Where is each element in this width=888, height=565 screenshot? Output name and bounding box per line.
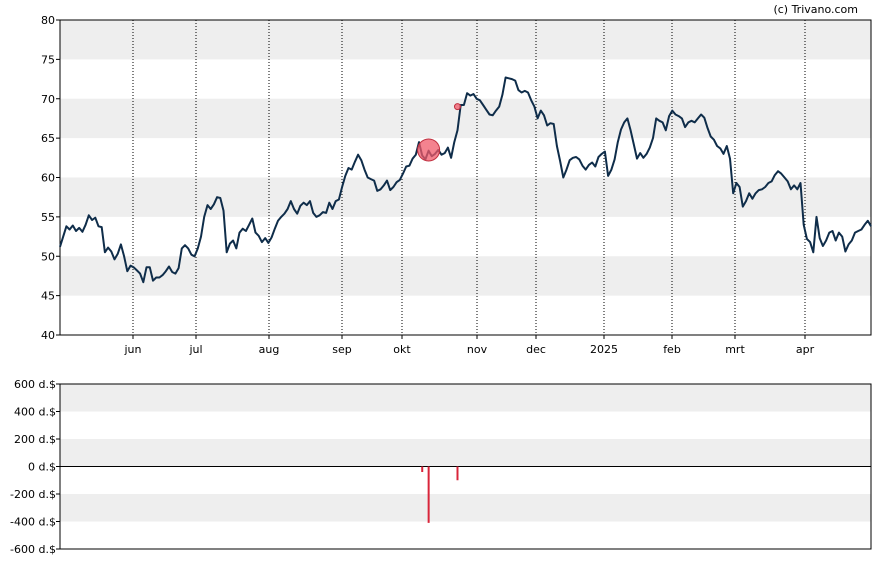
y-tick-label: 60 — [41, 172, 55, 185]
copyright-text: (c) Trivano.com — [773, 3, 858, 16]
x-tick-label: sep — [332, 343, 351, 356]
volume-band — [60, 439, 871, 467]
y-tick-label: 50 — [41, 250, 55, 263]
x-tick-label: 2025 — [590, 343, 618, 356]
x-tick-label: aug — [259, 343, 280, 356]
price-x-axis: jun jul aug sep okt nov dec 2025 feb mrt apr — [124, 335, 815, 356]
trade-marker — [417, 138, 441, 162]
volume-y-axis: 600 d.$ 400 d.$ 200 d.$ 0 d.$ -200 d.$ -400 d… — [10, 378, 60, 556]
y-tick-label: 40 — [41, 329, 55, 342]
x-tick-label: dec — [526, 343, 546, 356]
y-tick-label: 70 — [41, 93, 55, 106]
y-tick-label: 65 — [41, 132, 55, 145]
x-tick-label: nov — [467, 343, 488, 356]
trade-markers — [417, 103, 461, 162]
volume-y-tick-label: 400 d.$ — [14, 406, 56, 419]
x-tick-label: apr — [796, 343, 815, 356]
y-tick-label: 80 — [41, 14, 55, 27]
volume-y-tick-label: 600 d.$ — [14, 378, 56, 391]
price-band — [60, 256, 871, 296]
price-line — [59, 76, 872, 284]
price-band — [60, 98, 871, 139]
volume-background-bands — [60, 384, 871, 522]
volume-band — [60, 494, 871, 522]
price-y-axis: 40 45 50 55 60 65 70 75 80 — [41, 14, 60, 342]
x-tick-label: mrt — [725, 343, 745, 356]
y-tick-label: 75 — [41, 53, 55, 66]
volume-y-tick-label: -400 d.$ — [10, 516, 56, 529]
trade-marker — [453, 103, 461, 111]
volume-y-tick-label: 0 d.$ — [28, 461, 56, 474]
price-band — [60, 20, 871, 60]
y-tick-label: 55 — [41, 211, 55, 224]
x-tick-label: okt — [393, 343, 411, 356]
x-tick-label: feb — [663, 343, 681, 356]
volume-chart: 600 d.$ 400 d.$ 200 d.$ 0 d.$ -200 d.$ -400 d… — [10, 378, 872, 556]
volume-y-tick-label: -600 d.$ — [10, 543, 56, 556]
volume-y-tick-label: 200 d.$ — [14, 433, 56, 446]
volume-bars — [421, 466, 459, 523]
price-chart: 40 45 50 55 60 65 70 75 80 jun jul aug sep okt nov dec… — [41, 14, 872, 356]
x-tick-label: jul — [188, 343, 202, 356]
volume-y-tick-label: -200 d.$ — [10, 488, 56, 501]
volume-band — [60, 384, 871, 412]
x-tick-label: jun — [124, 343, 142, 356]
price-band — [60, 177, 871, 217]
y-tick-label: 45 — [41, 290, 55, 303]
